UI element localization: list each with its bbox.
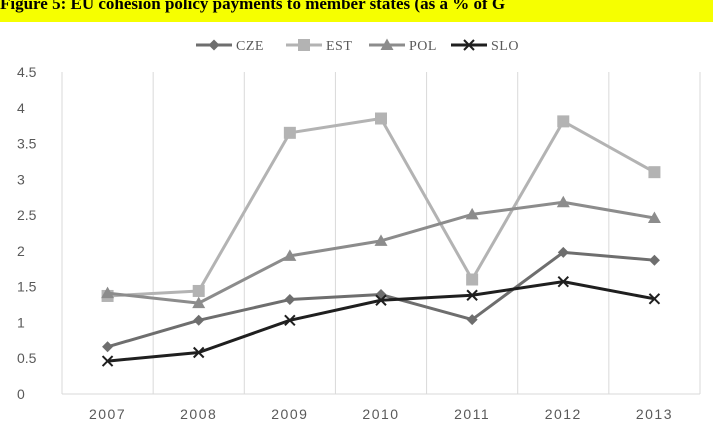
chart-title: Figure 5: EU cohesion policy payments to…: [0, 0, 506, 13]
series-layer: [101, 112, 661, 367]
data-point: [192, 296, 206, 309]
legend-marker: [298, 39, 310, 51]
data-point: [375, 289, 387, 301]
data-point: [284, 314, 296, 327]
y-axis-ticks: 0 0.5 1 1.5 2 2.5 3 3.5 4 4.5: [17, 64, 37, 402]
data-point: [647, 211, 661, 223]
legend-item-cze: CZE: [196, 39, 264, 54]
series-slo: [101, 275, 661, 367]
data-point: [466, 289, 478, 301]
x-tick-label: 2012: [545, 406, 582, 422]
series-est: [101, 112, 661, 302]
data-point: [557, 275, 569, 288]
y-tick-label: 4: [17, 100, 25, 116]
x-tick-label: 2009: [271, 406, 308, 422]
data-point: [557, 246, 569, 258]
legend-label: CZE: [236, 39, 264, 54]
y-tick-label: 2: [17, 243, 25, 259]
data-point: [102, 341, 114, 353]
data-point: [375, 294, 387, 306]
data-point: [284, 294, 296, 306]
legend-marker: [463, 39, 475, 51]
series-line: [107, 117, 656, 298]
y-tick-label: 0: [17, 386, 25, 402]
legend-item-slo: SLO: [451, 39, 519, 54]
data-point: [465, 207, 479, 220]
x-tick-label: 2010: [362, 406, 399, 422]
data-point: [193, 314, 205, 326]
gridlines: [61, 72, 701, 394]
chart-title-bar: Figure 5: EU cohesion policy payments to…: [0, 0, 713, 22]
x-axis: 2007 2008 2009 2010 2011 2012 2013: [62, 393, 700, 422]
y-tick-label: 0.5: [17, 350, 37, 366]
legend-label: EST: [326, 39, 352, 54]
data-point: [557, 115, 570, 128]
data-point: [193, 346, 205, 359]
data-point: [101, 286, 115, 299]
data-point: [648, 254, 660, 266]
y-tick-label: 1: [17, 314, 25, 330]
legend-marker: [208, 39, 220, 51]
y-tick-label: 3: [17, 171, 25, 187]
data-point: [283, 126, 296, 139]
data-point: [648, 293, 661, 305]
x-tick-label: 2013: [636, 406, 673, 422]
y-tick-label: 4.5: [17, 64, 37, 80]
legend-label: SLO: [491, 39, 519, 54]
x-tick-label: 2008: [180, 406, 217, 422]
data-point: [556, 195, 570, 208]
series-pol: [101, 195, 661, 309]
legend-item-est: EST: [286, 39, 352, 54]
data-point: [375, 112, 387, 125]
y-tick-label: 3.5: [17, 136, 37, 152]
data-point: [648, 166, 661, 179]
legend: CZE EST POL SLO: [196, 38, 519, 54]
legend-label: POL: [409, 39, 437, 54]
series-cze: [102, 246, 660, 353]
data-point: [283, 249, 297, 261]
data-point: [374, 234, 388, 246]
x-tick-label: 2011: [454, 406, 490, 422]
x-tick-label: 2007: [89, 406, 126, 422]
legend-marker: [380, 38, 394, 50]
legend-item-pol: POL: [369, 38, 437, 54]
data-point: [101, 355, 114, 367]
y-tick-label: 2.5: [17, 207, 37, 223]
data-point: [466, 314, 478, 326]
data-point: [466, 273, 479, 286]
y-tick-label: 1.5: [17, 279, 37, 295]
data-point: [192, 284, 205, 297]
